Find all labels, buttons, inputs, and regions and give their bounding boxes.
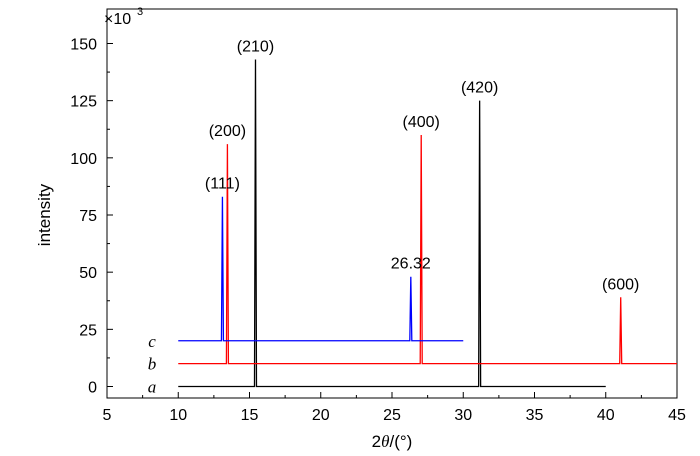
x-tick-label: 45 (668, 407, 686, 424)
peak-label: 26.32 (391, 256, 431, 273)
series-line-c (178, 196, 464, 342)
x-tick-label: 25 (383, 407, 401, 424)
series-letter-c: c (148, 332, 156, 351)
y-multiplier-exponent: 3 (137, 6, 143, 18)
y-axis: 0 25 50 75 100 125 150 (70, 37, 113, 397)
y-tick-label: 50 (79, 265, 97, 282)
x-tick-label: 40 (597, 407, 615, 424)
x-axis-title-symbol: θ (381, 432, 389, 451)
series-line-a (178, 59, 606, 388)
y-tick-label: 0 (88, 380, 97, 397)
x-axis: 5 10 15 20 25 30 35 40 45 (103, 392, 686, 424)
series-line-b (178, 134, 677, 365)
y-multiplier-label: ×10 (104, 11, 131, 28)
x-tick-label: 20 (312, 407, 330, 424)
x-tick-label: 30 (454, 407, 472, 424)
x-axis-title: 2θ/(°) (372, 432, 413, 451)
series-letter-a: a (148, 378, 157, 397)
x-tick-label: 35 (526, 407, 544, 424)
series-letter-b: b (148, 355, 157, 374)
peak-label: (420) (461, 80, 498, 97)
x-tick-label: 5 (103, 407, 112, 424)
y-tick-label: 75 (79, 208, 97, 225)
y-tick-label: 100 (70, 151, 97, 168)
x-tick-label: 15 (241, 407, 259, 424)
y-tick-label: 150 (70, 37, 97, 54)
peak-label: (200) (209, 123, 246, 140)
x-axis-title-prefix: 2 (372, 432, 381, 451)
x-axis-title-unit: /(°) (389, 432, 412, 451)
peak-label: (600) (602, 276, 639, 293)
peak-labels: (210) (420) (200) (400) (600) (111) 26.32 (205, 39, 639, 294)
series-lines (178, 59, 677, 388)
y-multiplier: ×10 3 (104, 6, 143, 28)
series-letters: abc (148, 332, 157, 397)
plot-border (106, 8, 678, 399)
peak-label: (400) (403, 114, 440, 131)
y-tick-label: 25 (79, 322, 97, 339)
peak-label: (111) (205, 176, 240, 193)
plot-frame (106, 8, 678, 399)
y-axis-title: intensity (35, 183, 54, 246)
y-tick-label: 125 (70, 94, 97, 111)
peak-label: (210) (237, 39, 274, 56)
x-tick-label: 10 (169, 407, 187, 424)
